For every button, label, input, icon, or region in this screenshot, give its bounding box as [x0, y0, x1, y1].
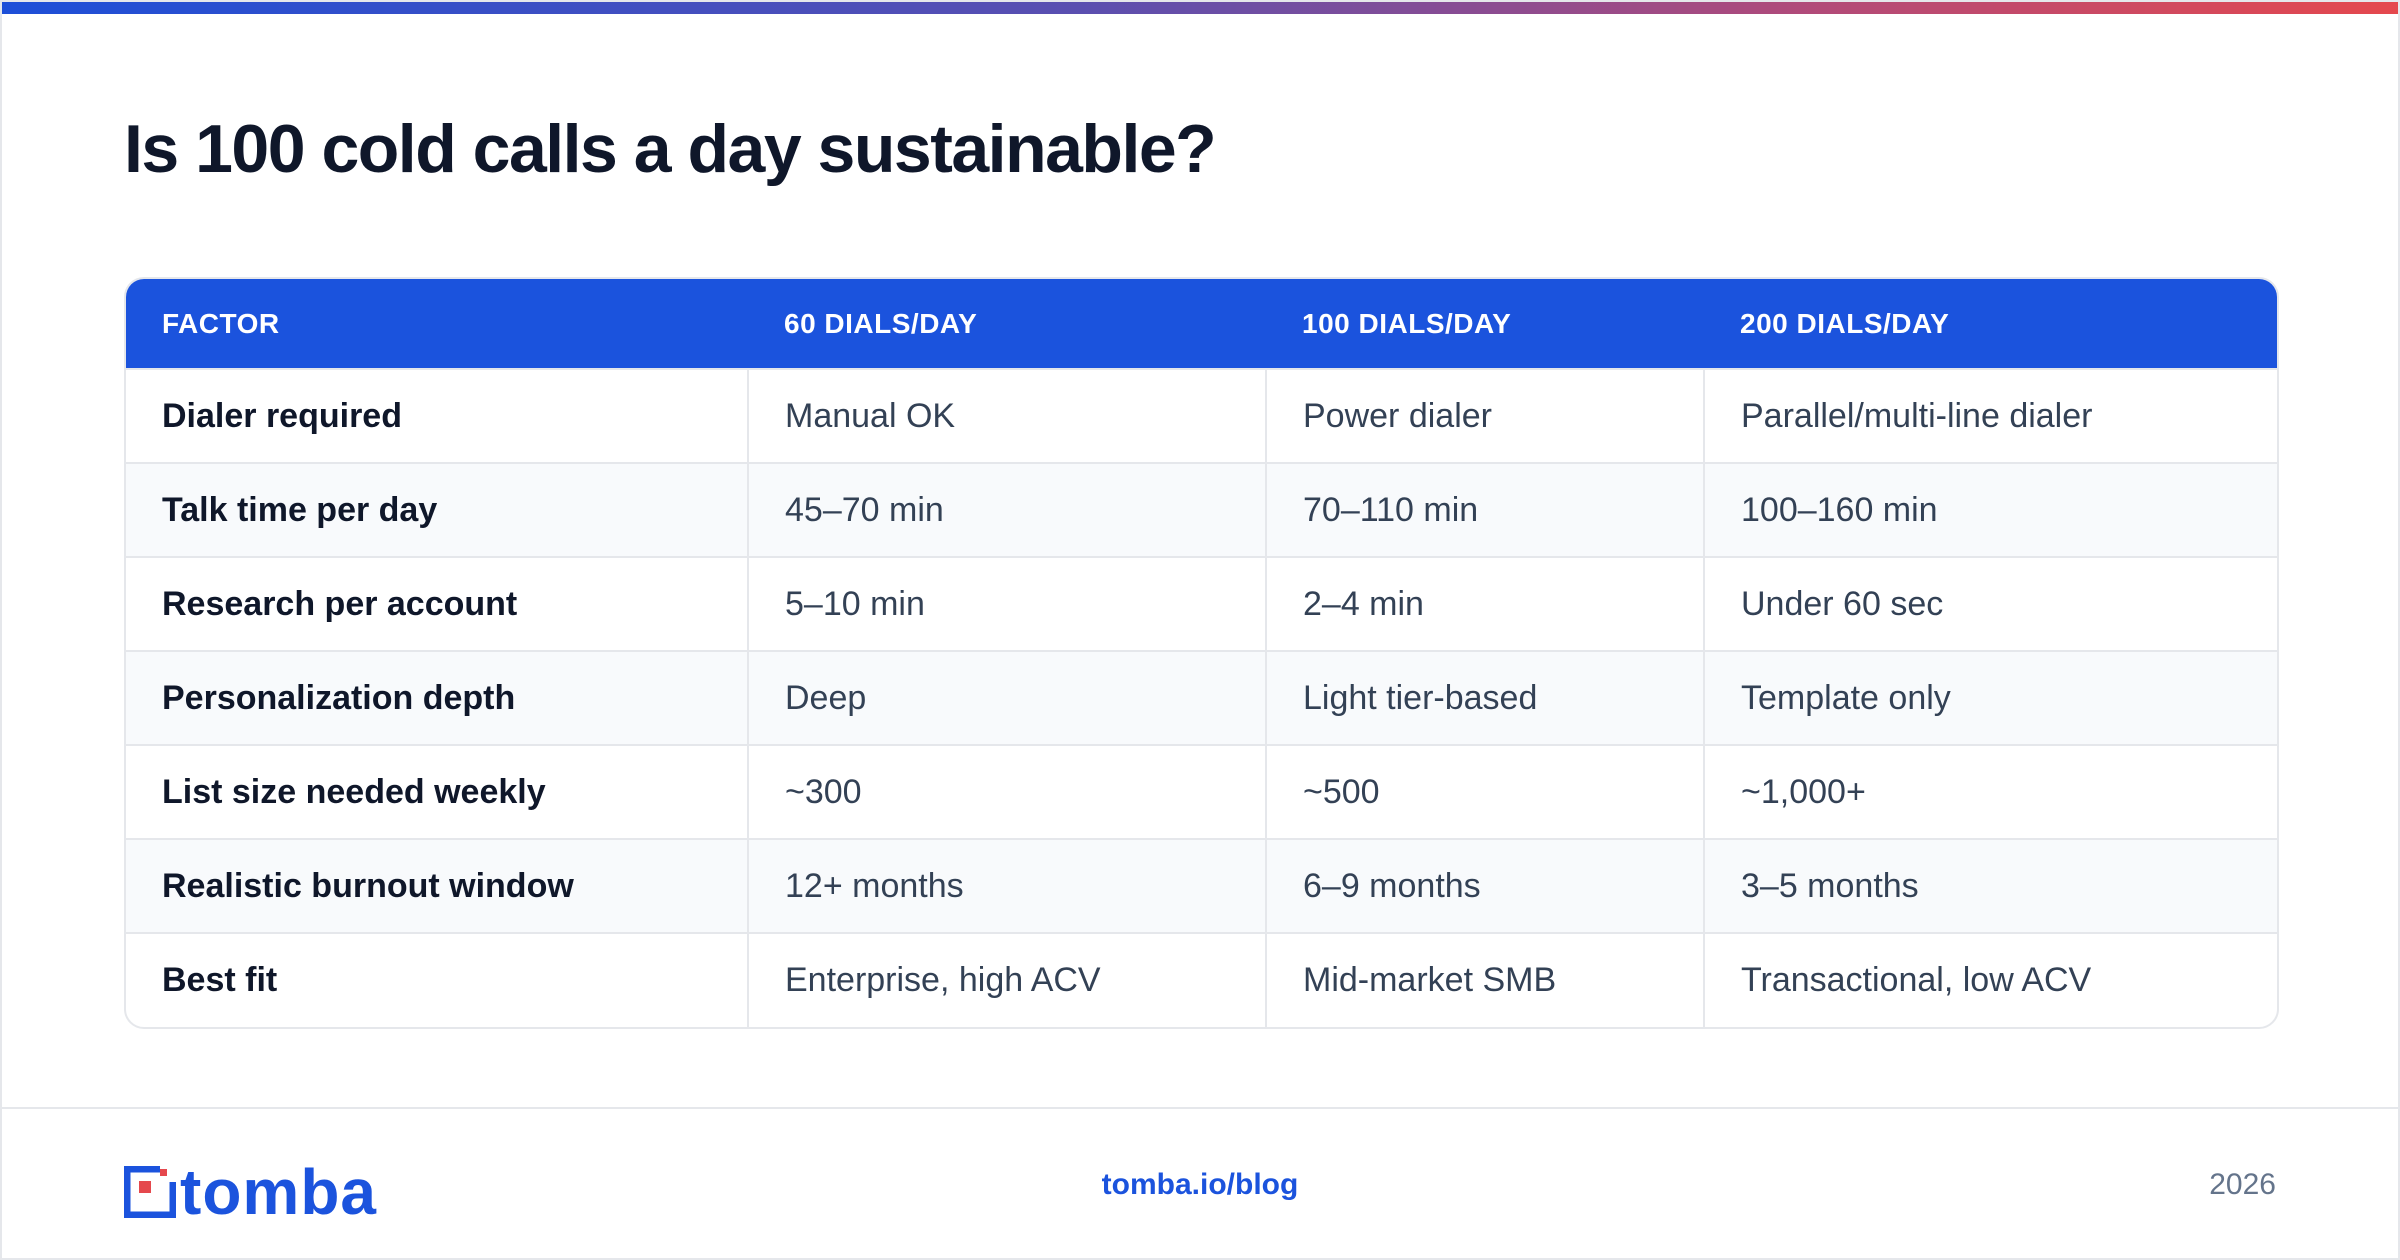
cell-60-dials: Deep [747, 650, 1266, 745]
cell-60-dials: ~300 [747, 744, 1266, 839]
cell-100-dials: ~500 [1265, 744, 1704, 839]
row-factor: Dialer required [126, 368, 748, 463]
page-title: Is 100 cold calls a day sustainable? [124, 111, 1217, 187]
table-row: List size needed weekly ~300 ~500 ~1,000… [126, 744, 2277, 839]
cell-60-dials: 5–10 min [747, 556, 1266, 651]
logo-wordmark: tomba [180, 1156, 377, 1228]
footer-divider [2, 1107, 2398, 1109]
table-row: Realistic burnout window 12+ months 6–9 … [126, 838, 2277, 933]
gradient-top-bar [2, 2, 2398, 14]
table-row: Research per account 5–10 min 2–4 min Un… [126, 556, 2277, 651]
column-header-200-dials: 200 DIALS/DAY [1740, 307, 1950, 339]
cell-100-dials: 6–9 months [1265, 838, 1704, 933]
blog-link[interactable]: tomba.io/blog [1101, 1168, 1299, 1201]
cell-200-dials: Parallel/multi-line dialer [1703, 368, 2277, 463]
cell-100-dials: 2–4 min [1265, 556, 1704, 651]
cell-100-dials: Mid-market SMB [1265, 932, 1704, 1027]
cell-60-dials: Enterprise, high ACV [747, 932, 1266, 1027]
cell-100-dials: Light tier-based [1265, 650, 1704, 745]
cell-60-dials: 45–70 min [747, 462, 1266, 557]
cell-200-dials: Transactional, low ACV [1703, 932, 2277, 1027]
cell-100-dials: 70–110 min [1265, 462, 1704, 557]
cell-200-dials: Under 60 sec [1703, 556, 2277, 651]
cell-200-dials: 3–5 months [1703, 838, 2277, 933]
row-factor: Realistic burnout window [126, 838, 748, 933]
row-factor: Personalization depth [126, 650, 748, 745]
table: FACTOR 60 DIALS/DAY 100 DIALS/DAY 200 DI… [126, 279, 2277, 1027]
cell-60-dials: 12+ months [747, 838, 1266, 933]
row-factor: Talk time per day [126, 462, 748, 557]
row-factor: Best fit [126, 932, 748, 1027]
table-row: Best fit Enterprise, high ACV Mid-market… [126, 932, 2277, 1027]
tomba-logo[interactable]: tomba [124, 1160, 377, 1224]
cell-100-dials: Power dialer [1265, 368, 1704, 463]
tomba-logo-mark-icon [124, 1166, 176, 1218]
column-header-factor: FACTOR [162, 307, 280, 339]
footer-year: 2026 [2209, 1168, 2276, 1201]
row-factor: List size needed weekly [126, 744, 748, 839]
table-header-row: FACTOR 60 DIALS/DAY 100 DIALS/DAY 200 DI… [126, 279, 2277, 369]
cell-60-dials: Manual OK [747, 368, 1266, 463]
cell-200-dials: 100–160 min [1703, 462, 2277, 557]
comparison-table: FACTOR 60 DIALS/DAY 100 DIALS/DAY 200 DI… [124, 277, 2279, 1029]
column-header-60-dials: 60 DIALS/DAY [784, 307, 978, 339]
cell-200-dials: Template only [1703, 650, 2277, 745]
table-row: Talk time per day 45–70 min 70–110 min 1… [126, 462, 2277, 557]
table-row: Dialer required Manual OK Power dialer P… [126, 368, 2277, 463]
cell-200-dials: ~1,000+ [1703, 744, 2277, 839]
column-header-100-dials: 100 DIALS/DAY [1302, 307, 1512, 339]
row-factor: Research per account [126, 556, 748, 651]
table-row: Personalization depth Deep Light tier-ba… [126, 650, 2277, 745]
